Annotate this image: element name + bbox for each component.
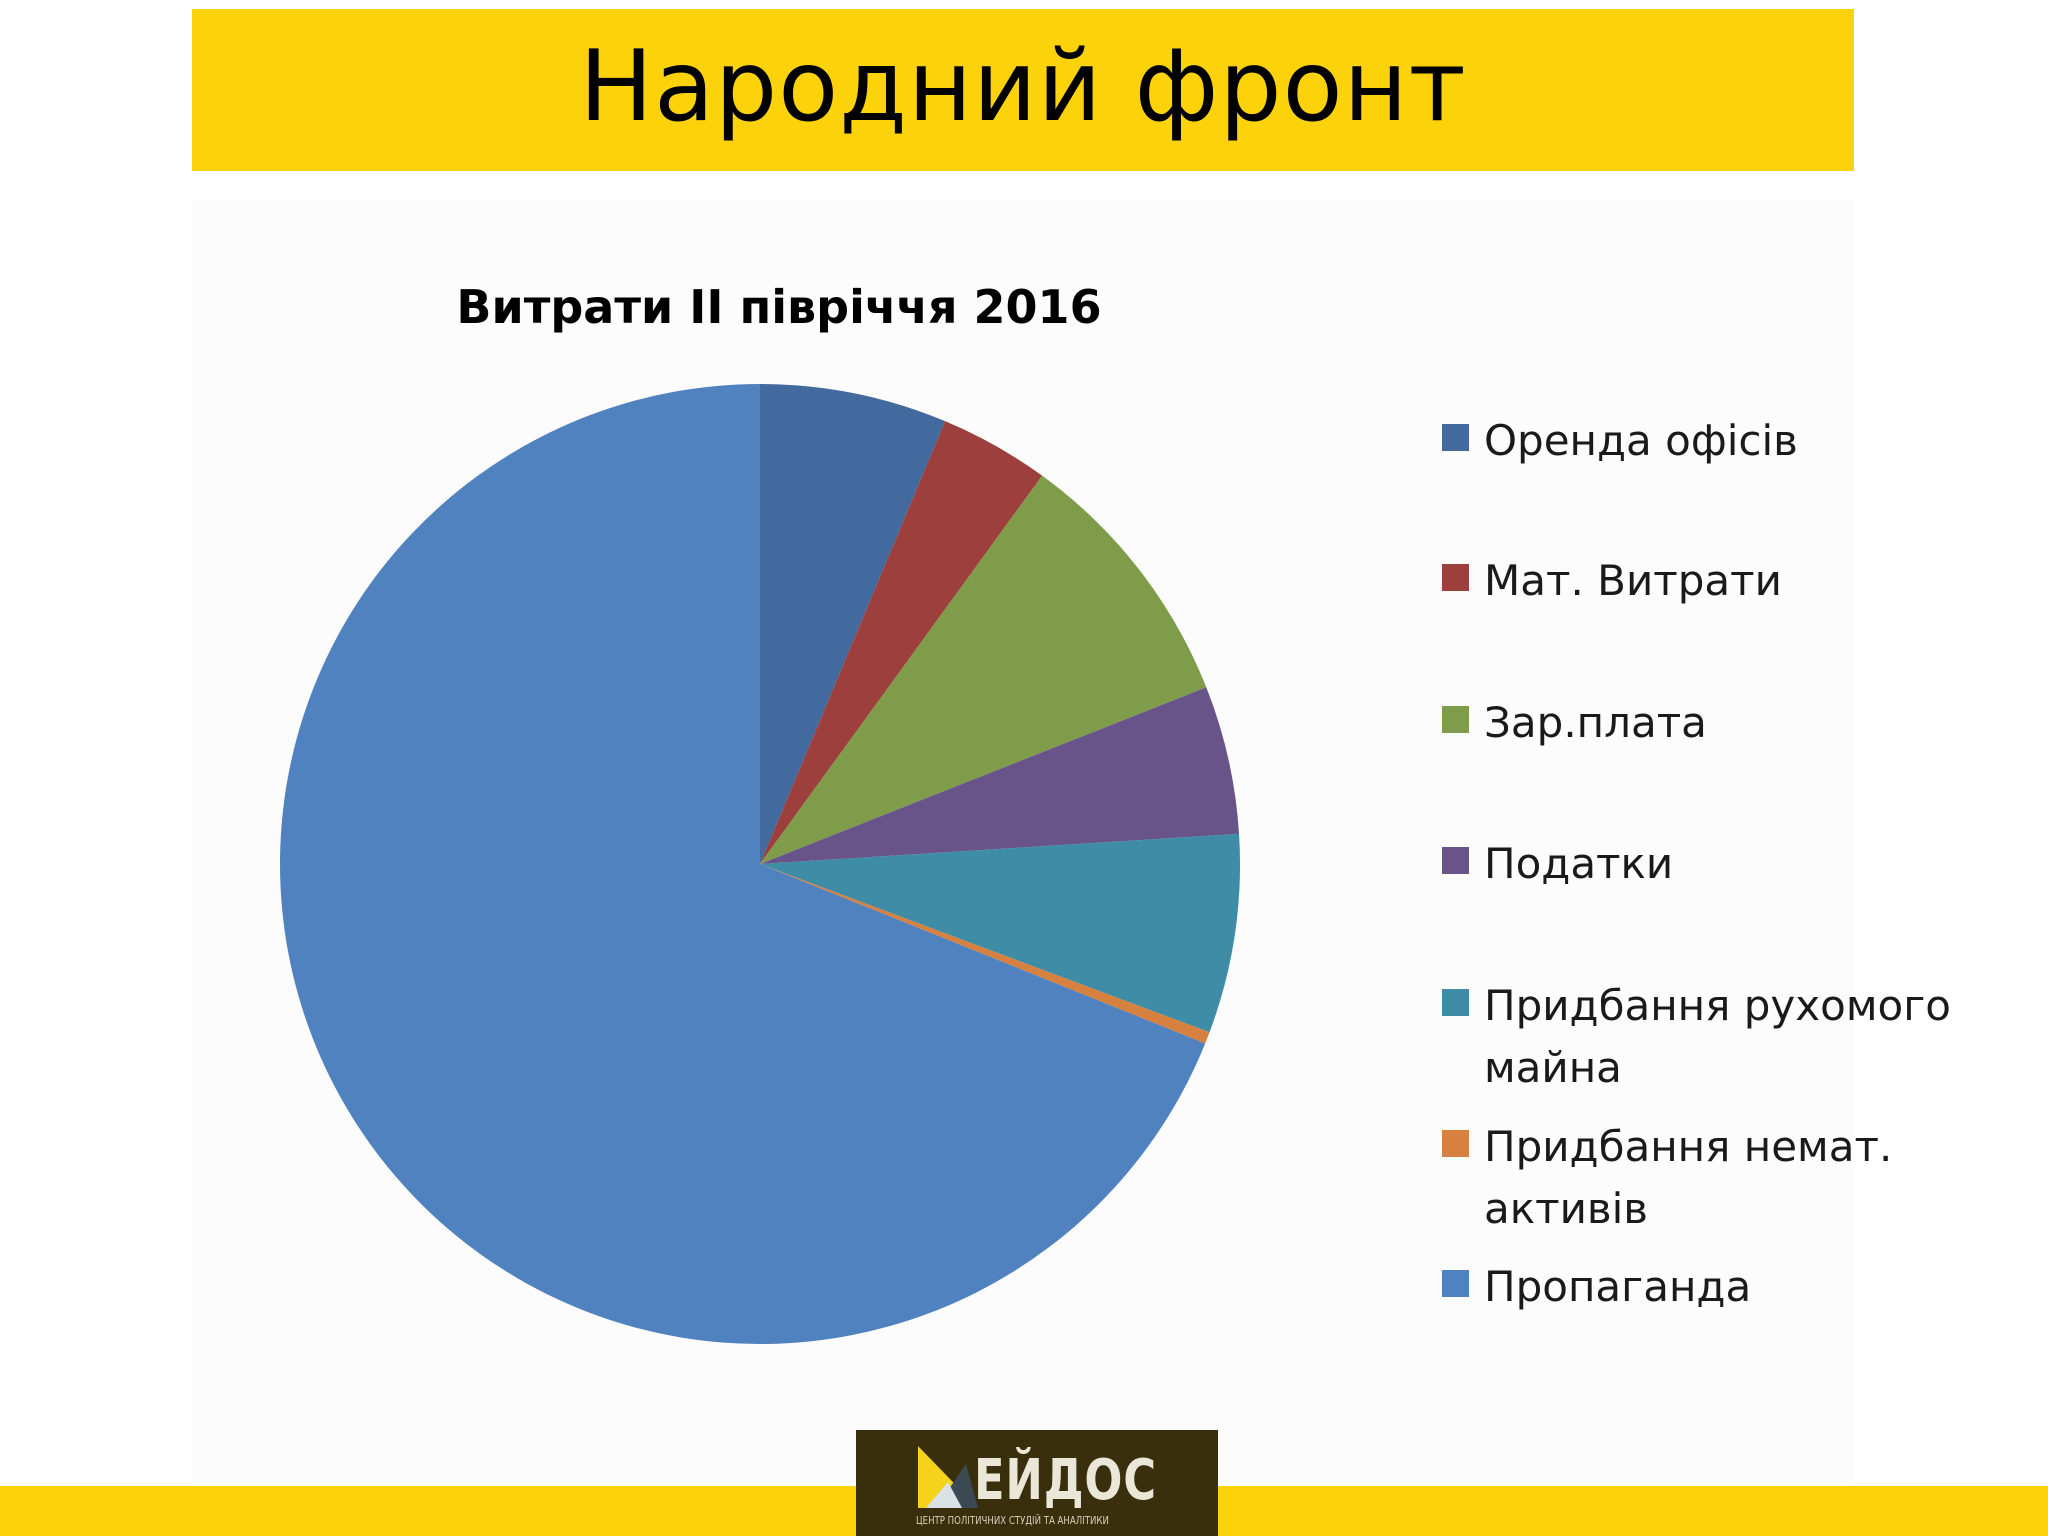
legend-swatch: [1442, 564, 1469, 591]
logo-triangle-icon: [918, 1446, 978, 1508]
legend-label: Податки: [1484, 833, 1673, 895]
legend-label: Мат. Витрати: [1484, 550, 1782, 612]
pie-slice-6: [760, 864, 1210, 1044]
legend-label-line: Придбання рухомого: [1484, 981, 1951, 1030]
legend-swatch: [1442, 847, 1469, 874]
title-banner: Народний фронт: [192, 9, 1854, 171]
legend-label-line: Придбання немат.: [1484, 1122, 1893, 1171]
legend-label-line: майна: [1484, 1043, 1622, 1092]
legend-label-line: Оренда офісів: [1484, 416, 1798, 465]
legend-label: Пропаганда: [1484, 1256, 1751, 1318]
legend-label-line: Пропаганда: [1484, 1262, 1752, 1311]
legend-item: Придбання рухомого майна: [1442, 975, 1982, 1099]
pie-slice-1: [760, 384, 946, 864]
legend-label-line: Мат. Витрати: [1484, 556, 1782, 605]
slide-title: Народний фронт: [579, 30, 1467, 144]
eidos-logo: ЕЙДОС ЦЕНТР ПОЛІТИЧНИХ СТУДІЙ ТА АНАЛІТИ…: [856, 1430, 1218, 1536]
legend-label: Придбання немат. активів: [1484, 1116, 1892, 1240]
legend-label-line: Зар.плата: [1484, 698, 1707, 747]
legend-swatch: [1442, 989, 1469, 1016]
legend-label-line: активів: [1484, 1184, 1649, 1233]
logo-name: ЕЙДОС: [974, 1448, 1157, 1513]
legend-label: Оренда офісів: [1484, 410, 1798, 472]
legend-swatch: [1442, 1270, 1469, 1297]
logo-subtitle: ЦЕНТР ПОЛІТИЧНИХ СТУДІЙ ТА АНАЛІТИКИ: [916, 1514, 1109, 1527]
legend-item: Пропаганда: [1442, 1256, 1982, 1318]
legend-label-line: Податки: [1484, 839, 1674, 888]
legend-swatch: [1442, 424, 1469, 451]
legend-swatch: [1442, 706, 1469, 733]
pie-slice-7: [279, 384, 1206, 1344]
legend-label: Зар.плата: [1484, 692, 1707, 754]
legend-item: Придбання немат. активів: [1442, 1116, 1982, 1240]
legend-item: Зар.плата: [1442, 692, 1982, 754]
pie-slice-5: [760, 833, 1240, 1033]
chart-title: Витрати ІІ півріччя 2016: [456, 280, 1102, 334]
legend-swatch: [1442, 1130, 1469, 1157]
legend-item: Мат. Витрати: [1442, 550, 1982, 612]
pie-slice-3: [760, 475, 1207, 864]
legend-label: Придбання рухомого майна: [1484, 975, 1951, 1099]
legend-item: Податки: [1442, 833, 1982, 895]
legend-item: Оренда офісів: [1442, 410, 1982, 472]
pie-slice-2: [760, 421, 1043, 864]
pie-slice-4: [760, 687, 1240, 864]
